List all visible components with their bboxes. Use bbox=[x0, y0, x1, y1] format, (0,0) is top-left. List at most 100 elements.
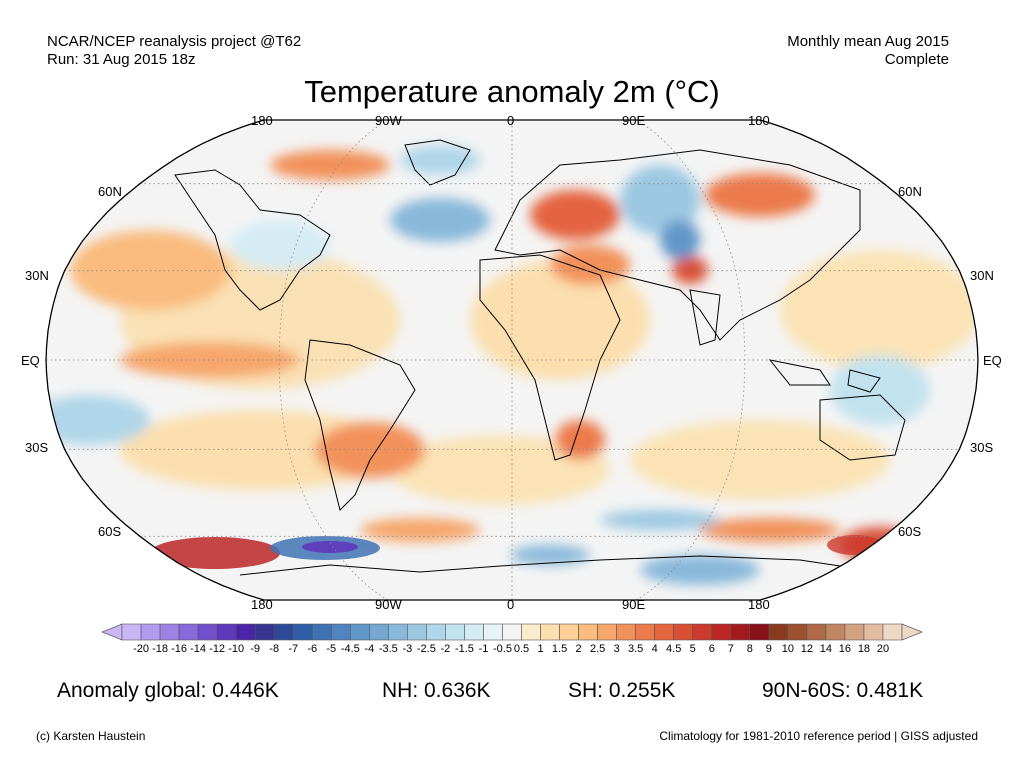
colorbar-tick-label: -3 bbox=[402, 643, 413, 655]
run-info-line: Run: 31 Aug 2015 18z bbox=[47, 51, 196, 68]
colorbar-box bbox=[559, 623, 579, 641]
lat-label-right-30n: 30N bbox=[970, 268, 994, 283]
colorbar-box bbox=[578, 623, 598, 641]
colorbar-tick-label: -9 bbox=[250, 643, 261, 655]
colorbar-tick-label: 4 bbox=[651, 643, 658, 655]
colorbar-tick-label: -3.5 bbox=[378, 643, 398, 655]
colorbar-box bbox=[235, 623, 256, 641]
colorbar-tick-label: -4.5 bbox=[340, 643, 360, 655]
colorbar-tick-label: 0.5 bbox=[513, 643, 530, 655]
colorbar-extend-low bbox=[101, 623, 123, 641]
lat-label-left-30s: 30S bbox=[25, 440, 49, 455]
colorbar-box bbox=[540, 623, 560, 641]
colorbar-box bbox=[502, 623, 522, 641]
colorbar-tick-label: -20 bbox=[133, 643, 149, 655]
colorbar-tick-label: 18 bbox=[857, 643, 871, 655]
lat-label-right-60n: 60N bbox=[898, 184, 922, 199]
colorbar-tick-label: 2.5 bbox=[589, 643, 606, 655]
colorbar-tick-label: 10 bbox=[781, 643, 794, 655]
colorbar-tick-label: 16 bbox=[838, 643, 852, 655]
lon-label-top-0: 0 bbox=[507, 113, 515, 128]
colorbar-tick-label: -1.5 bbox=[454, 643, 474, 655]
colorbar-box bbox=[692, 623, 713, 641]
lon-label-top-90e: 90E bbox=[622, 113, 646, 128]
colorbar-tick-label: 4.5 bbox=[666, 643, 682, 655]
colorbar-tick-label: 3.5 bbox=[628, 643, 644, 655]
lon-label-bottom-0: 0 bbox=[507, 597, 515, 612]
sh-anomaly-stat: SH: 0.255K bbox=[568, 679, 676, 702]
colorbar-box bbox=[863, 623, 884, 641]
colorbar-box bbox=[216, 623, 237, 641]
lat-label-left-eq: EQ bbox=[21, 353, 40, 368]
colorbar-tick-label: -2.5 bbox=[416, 643, 436, 655]
colorbar-tick-label: 5 bbox=[689, 643, 696, 655]
colorbar-tick-label: -16 bbox=[171, 643, 188, 655]
lon-label-top-180w: 180 bbox=[251, 113, 273, 128]
lon-label-bottom-180e: 180 bbox=[748, 597, 770, 612]
colorbar-box bbox=[711, 623, 732, 641]
colorbar-tick-label: -6 bbox=[307, 643, 318, 655]
colorbar-box bbox=[445, 623, 465, 641]
colorbar-tick-label: -5 bbox=[326, 643, 337, 655]
colorbar-box bbox=[388, 623, 408, 641]
colorbar-tick-label: -10 bbox=[228, 643, 245, 655]
colorbar-tick-label: -7 bbox=[288, 643, 299, 655]
colorbar-tick-label: 20 bbox=[876, 643, 890, 655]
completeness-info-line: Complete bbox=[884, 51, 949, 68]
colorbar-box bbox=[121, 623, 142, 641]
map-title: Temperature anomaly 2m (°C) bbox=[304, 74, 720, 109]
colorbar-box bbox=[330, 623, 351, 641]
colorbar-tick-label: -4 bbox=[364, 643, 375, 655]
lon-label-top-180e: 180 bbox=[748, 113, 770, 128]
colorbar-tick-label: 1 bbox=[537, 643, 544, 655]
colorbar-tick-label: 14 bbox=[819, 643, 833, 655]
colorbar-box bbox=[197, 623, 218, 641]
colorbar-box bbox=[882, 623, 903, 641]
colorbar-tick-label: -18 bbox=[152, 643, 168, 655]
colorbar-box bbox=[806, 623, 827, 641]
lat-label-left-60s: 60S bbox=[98, 524, 122, 539]
colorbar-box bbox=[178, 623, 199, 641]
colorbar-tick-label: -12 bbox=[209, 643, 226, 655]
colorbar-tick-label: -2 bbox=[440, 643, 451, 655]
colorbar-tick-label: 7 bbox=[727, 643, 734, 655]
lat-label-right-eq: EQ bbox=[983, 353, 1002, 368]
lat-label-left-60n: 60N bbox=[98, 184, 122, 199]
model-info-line-1: NCAR/NCEP reanalysis project @T62 bbox=[47, 33, 302, 50]
colorbar-box bbox=[521, 623, 541, 641]
colorbar-tick-label: 2 bbox=[575, 643, 582, 655]
globe-outline bbox=[45, 119, 979, 601]
colorbar-box bbox=[654, 623, 674, 641]
lon-label-bottom-180w: 180 bbox=[251, 597, 273, 612]
colorbar-tick-label: 12 bbox=[800, 643, 813, 655]
polar-band-anomaly-stat: 90N-60S: 0.481K bbox=[762, 679, 924, 702]
colorbar-box bbox=[464, 623, 484, 641]
colorbar-box bbox=[369, 623, 389, 641]
colorbar-box bbox=[254, 623, 275, 641]
warm-anomaly-south-pacific bbox=[150, 537, 280, 569]
colorbar-box bbox=[349, 623, 370, 641]
colorbar-box bbox=[749, 623, 770, 641]
colorbar-tick-label: 9 bbox=[765, 643, 772, 655]
colorbar-tick-label: -8 bbox=[269, 643, 280, 655]
colorbar-tick-label: 8 bbox=[746, 643, 753, 655]
colorbar-extend-high bbox=[901, 623, 923, 641]
global-anomaly-stat: Anomaly global: 0.446K bbox=[57, 679, 279, 702]
lon-label-top-90w: 90W bbox=[375, 113, 402, 128]
colorbar-box bbox=[483, 623, 503, 641]
coastlines bbox=[174, 139, 906, 576]
colorbar-tick-label: -1 bbox=[478, 643, 489, 655]
colorbar-tick-label: 6 bbox=[708, 643, 715, 655]
colorbar-box bbox=[426, 623, 446, 641]
colorbar-box bbox=[635, 623, 655, 641]
colorbar-box bbox=[768, 623, 789, 641]
lat-label-left-30n: 30N bbox=[25, 268, 49, 283]
colorbar-box bbox=[730, 623, 751, 641]
colorbar-box bbox=[140, 623, 161, 641]
strong-cold-core bbox=[302, 541, 358, 553]
colorbar-box bbox=[844, 623, 865, 641]
colorbar-boxes bbox=[101, 623, 923, 641]
colorbar-box bbox=[673, 623, 694, 641]
lat-label-right-60s: 60S bbox=[898, 524, 922, 539]
